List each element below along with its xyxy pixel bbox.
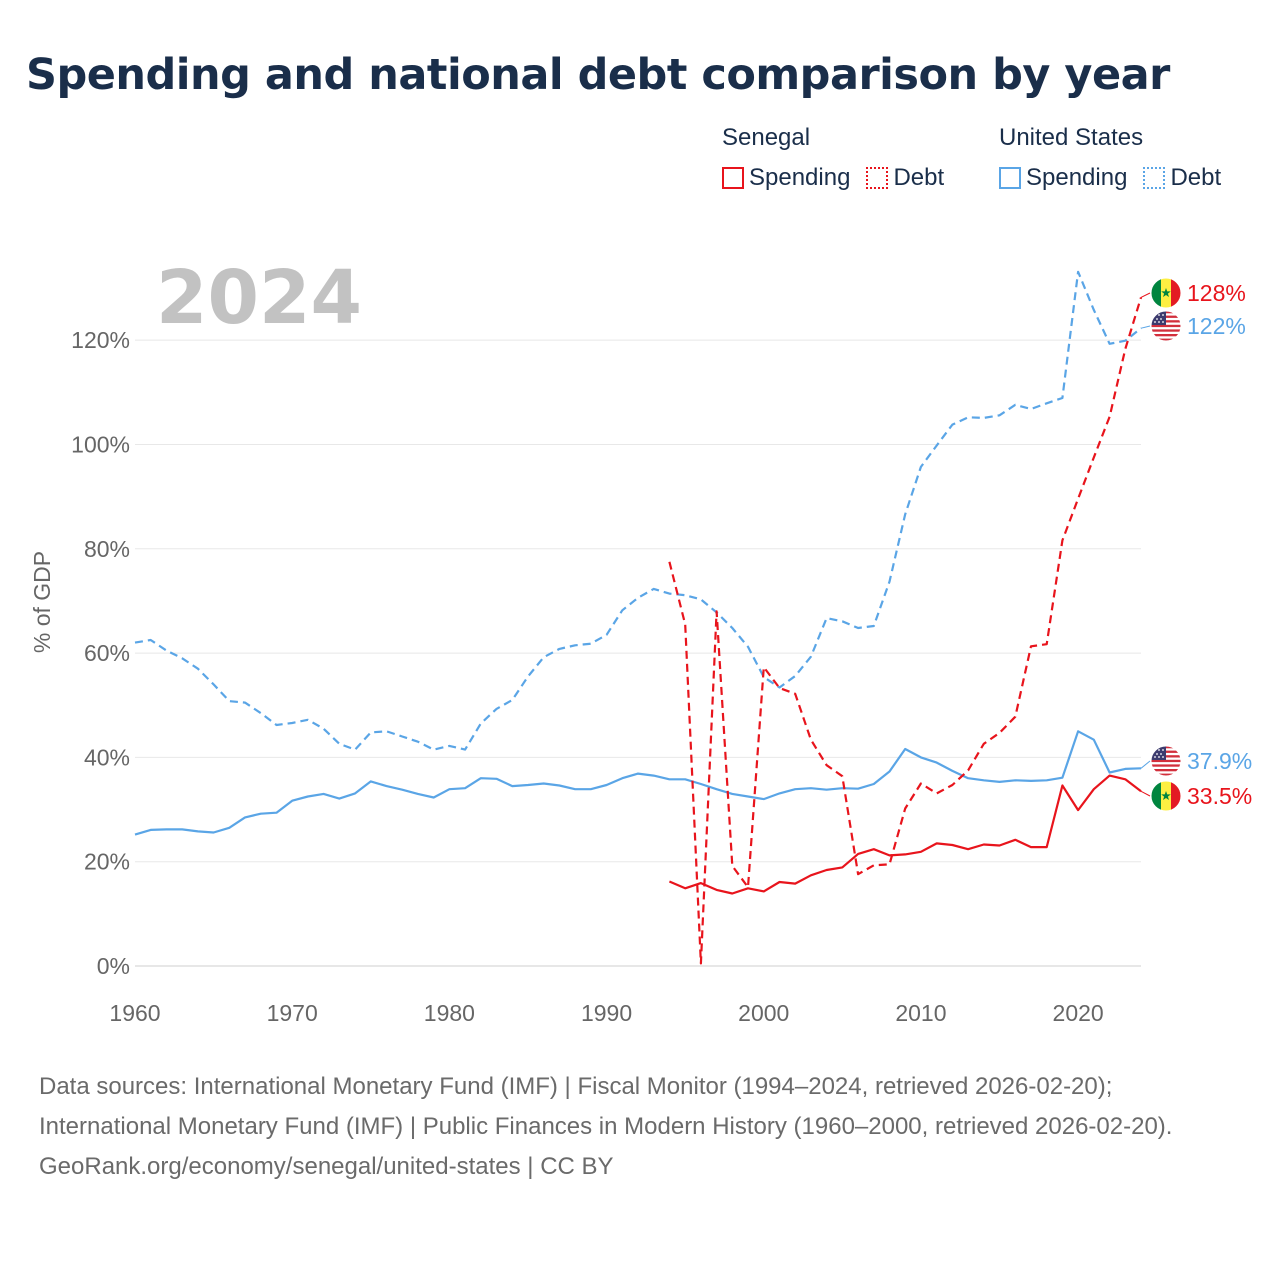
legend-country-label: United States	[999, 124, 1144, 151]
y-tick-label: 100%	[71, 431, 130, 457]
legend-us-debt[interactable]: Debt	[1143, 164, 1221, 192]
us-flag-icon	[1150, 745, 1182, 777]
solid-line-swatch-icon	[999, 167, 1021, 189]
y-tick-label: 60%	[84, 640, 130, 666]
y-tick-label: 120%	[71, 327, 130, 353]
x-tick-label: 1970	[267, 1000, 318, 1026]
legend-united-states: United States Spending Debt	[999, 124, 1221, 192]
legend-senegal: Senegal Spending Debt	[722, 124, 944, 192]
senegal-spending-line[interactable]	[668, 774, 1142, 895]
legend-item-label: Spending	[749, 164, 851, 191]
y-tick-label: 0%	[97, 953, 130, 979]
dotted-line-swatch-icon	[1143, 167, 1166, 189]
senegal-flag-icon	[1150, 780, 1182, 812]
end-label-connector	[1140, 790, 1151, 797]
x-tick-label: 2010	[895, 1000, 946, 1026]
x-tick-label: 1960	[109, 1000, 160, 1026]
end-value-label: 128%	[1187, 280, 1246, 306]
legend-senegal-spending[interactable]: Spending	[722, 164, 850, 192]
x-tick-label: 1980	[424, 1000, 475, 1026]
end-label-connector	[1140, 760, 1151, 769]
x-tick-label: 2020	[1053, 1000, 1104, 1026]
y-axis-label: % of GDP	[29, 551, 55, 653]
y-tick-label: 20%	[84, 849, 130, 875]
y-tick-label: 80%	[84, 536, 130, 562]
end-labels: 122% 37.9% 128% 33.5%	[1140, 277, 1252, 812]
chart-title: Spending and national debt comparison by…	[26, 50, 1170, 100]
end-value-label: 37.9%	[1187, 748, 1252, 774]
y-tick-label: 40%	[84, 744, 130, 770]
legend-senegal-debt[interactable]: Debt	[866, 164, 944, 192]
x-axis-ticks: 1960 1970 1980 1990 2000 2010 2020	[109, 1000, 1103, 1026]
data-sources: Data sources: International Monetary Fun…	[39, 1073, 1173, 1140]
legend-item-label: Debt	[1170, 164, 1222, 191]
end-label-connector	[1140, 325, 1151, 329]
united-states-spending-line[interactable]	[134, 730, 1142, 836]
legend-item-label: Spending	[1026, 164, 1128, 191]
end-label-connector	[1140, 292, 1151, 298]
series-layer	[134, 270, 1143, 965]
dotted-line-swatch-icon	[866, 167, 889, 189]
senegal-flag-icon	[1150, 277, 1182, 309]
legend-item-label: Debt	[893, 164, 945, 191]
footer: Data sources: International Monetary Fun…	[39, 1067, 1239, 1187]
legend-us-spending[interactable]: Spending	[999, 164, 1127, 192]
year-watermark: 2024	[156, 255, 362, 341]
x-tick-label: 2000	[738, 1000, 789, 1026]
y-axis-ticks: 0% 20% 40% 60% 80% 100% 120%	[71, 327, 130, 979]
us-flag-icon	[1150, 310, 1182, 342]
united-states-debt-line[interactable]	[134, 270, 1142, 751]
line-chart: 2024 0% 20% 40% 60% 80% 100% 120% 1960 1970 1980…	[29, 255, 1252, 1026]
solid-line-swatch-icon	[722, 167, 744, 189]
x-tick-label: 1990	[581, 1000, 632, 1026]
senegal-debt-line[interactable]	[668, 297, 1143, 965]
attribution-link[interactable]: GeoRank.org/economy/senegal/united-state…	[39, 1153, 614, 1180]
end-value-label: 33.5%	[1187, 783, 1252, 809]
end-value-label: 122%	[1187, 313, 1246, 339]
legend-country-label: Senegal	[722, 124, 811, 151]
gridlines	[135, 339, 1141, 967]
